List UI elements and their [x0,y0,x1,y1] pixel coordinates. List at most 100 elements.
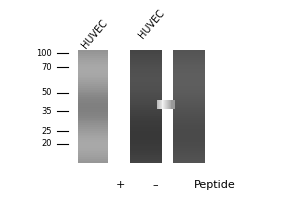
Bar [130,131,162,133]
Bar [78,121,108,123]
Text: Peptide: Peptide [194,180,236,190]
Bar [173,110,205,112]
Bar [130,161,162,163]
Bar [130,95,162,97]
Text: 70: 70 [41,63,52,72]
Bar [78,107,108,108]
Bar [130,159,162,161]
Bar [130,71,162,73]
Bar [173,108,205,110]
Bar [130,118,162,120]
Text: HUVEC: HUVEC [80,18,110,50]
Bar [173,157,205,159]
Bar [78,78,108,80]
Text: HUVEC: HUVEC [137,8,167,41]
Bar [173,103,205,105]
Bar [165,100,166,109]
Bar [78,146,108,148]
Bar [173,71,205,73]
Bar [130,82,162,84]
Bar [173,58,205,60]
Bar [78,159,108,161]
Bar [173,52,205,54]
Bar [166,100,167,109]
Bar [78,103,108,105]
Bar [173,65,205,67]
Bar [173,140,205,142]
Bar [173,99,205,101]
Bar [130,52,162,54]
Bar [173,146,205,148]
Bar [173,78,205,80]
Bar [173,84,205,86]
Bar [173,144,205,146]
Bar [161,100,162,109]
Bar [78,97,108,99]
Bar [78,135,108,136]
Bar [130,101,162,103]
Bar [163,100,164,109]
Bar [173,123,205,125]
Bar [173,125,205,127]
Bar [78,60,108,62]
Bar [171,100,172,109]
Bar [130,144,162,146]
Bar [78,125,108,127]
Bar [78,75,108,77]
Bar [168,100,169,109]
Text: +: + [115,180,125,190]
Bar [173,148,205,150]
Bar [130,121,162,123]
Bar [173,131,205,133]
Bar [173,101,205,103]
Bar [130,136,162,138]
Text: –: – [152,180,158,190]
Bar [173,118,205,120]
Bar [130,58,162,60]
Bar [78,92,108,93]
Bar [78,133,108,135]
Bar [130,142,162,144]
Bar [78,105,108,107]
Bar [78,50,108,52]
Bar [173,129,205,131]
Bar [173,92,205,93]
Bar [160,100,161,109]
Bar [78,67,108,69]
Bar [78,157,108,159]
Bar [78,129,108,131]
Bar [170,100,171,109]
Bar [130,90,162,92]
Bar [173,82,205,84]
Bar [173,60,205,62]
Bar [78,153,108,155]
Bar [130,69,162,71]
Bar [130,108,162,110]
Bar [78,101,108,103]
Bar [157,100,158,109]
Bar [130,75,162,77]
Bar [173,155,205,157]
Bar [78,84,108,86]
Text: 35: 35 [41,107,52,116]
Bar [130,65,162,67]
Text: 20: 20 [41,139,52,148]
Bar [78,77,108,78]
Bar [173,62,205,64]
Bar [78,58,108,60]
Bar [78,56,108,58]
Bar [78,112,108,114]
Bar [173,73,205,75]
Bar [173,142,205,144]
Bar [130,105,162,107]
Bar [78,62,108,64]
Bar [173,138,205,140]
Bar [78,127,108,129]
Bar [162,100,163,109]
Bar [173,77,205,78]
Bar [78,88,108,90]
Bar [130,103,162,105]
Bar [78,93,108,95]
Bar [173,136,205,138]
Bar [78,71,108,73]
